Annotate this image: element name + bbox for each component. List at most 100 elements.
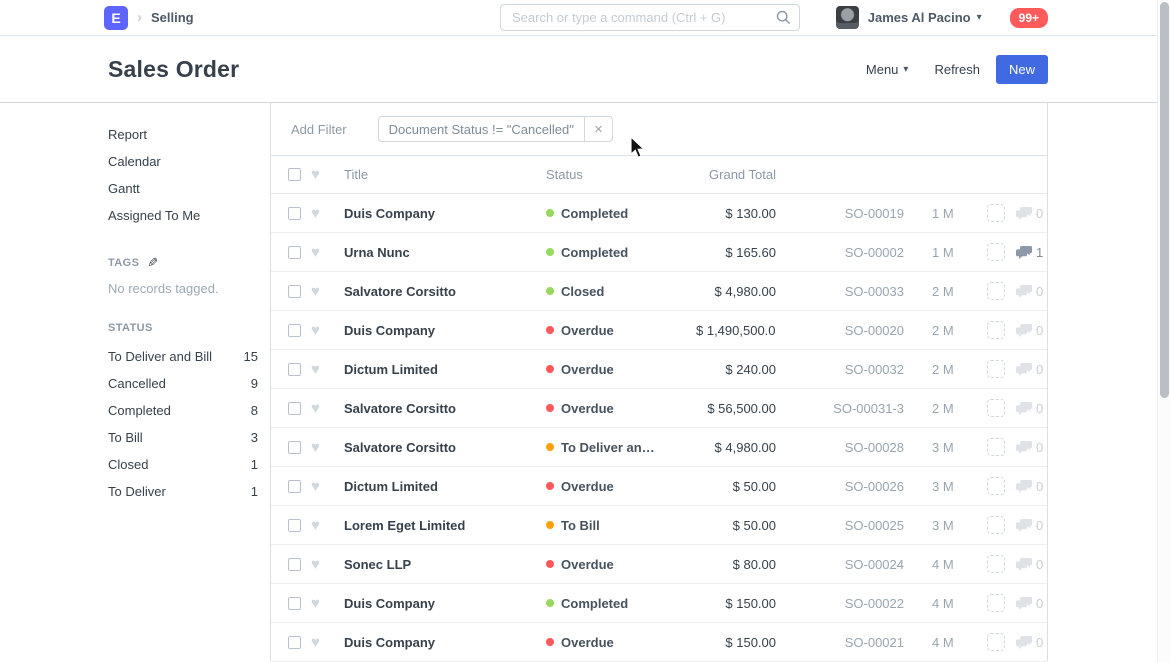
like-heart-icon[interactable]: ♥ [311,399,320,417]
assign-placeholder[interactable] [987,243,1005,261]
assign-placeholder[interactable] [987,594,1005,612]
row-document-id[interactable]: SO-00020 [844,322,904,338]
app-logo[interactable]: E [104,5,128,30]
status-filter-label[interactable]: Completed [108,403,171,418]
row-title[interactable]: Duis Company [344,595,436,611]
like-heart-icon[interactable]: ♥ [311,594,320,612]
row-checkbox[interactable] [288,479,301,493]
like-heart-icon[interactable]: ♥ [311,516,320,534]
assign-placeholder[interactable] [987,438,1005,456]
user-menu[interactable]: James Al Pacino [867,10,971,25]
row-document-id[interactable]: SO-00031-3 [833,400,904,416]
table-row[interactable]: ♥ Duis Company Completed $ 150.00 SO-000… [271,584,1047,623]
row-checkbox[interactable] [288,323,301,337]
menu-button[interactable]: Menu ▾ [866,62,909,77]
notifications-badge[interactable]: 99+ [1009,7,1048,28]
status-filter-item[interactable]: To Deliver 1 [108,478,270,505]
row-document-id[interactable]: SO-00028 [844,439,904,455]
search-icon[interactable] [776,10,791,25]
breadcrumb-selling[interactable]: Selling [151,10,194,25]
row-checkbox[interactable] [288,284,301,298]
row-checkbox[interactable] [288,401,301,415]
like-heart-icon[interactable]: ♥ [311,360,320,378]
row-document-id[interactable]: SO-00022 [844,595,904,611]
assign-placeholder[interactable] [987,321,1005,339]
table-row[interactable]: ♥ Dictum Limited Overdue $ 240.00 SO-000… [271,350,1047,389]
user-caret-down-icon[interactable]: ▾ [976,12,982,23]
row-document-id[interactable]: SO-00033 [844,283,904,299]
select-all-checkbox[interactable] [288,168,301,181]
row-title[interactable]: Duis Company [344,322,436,338]
table-row[interactable]: ♥ Duis Company Overdue $ 150.00 SO-00021… [271,623,1047,662]
row-title[interactable]: Salvatore Corsitto [344,400,456,416]
status-filter-label[interactable]: To Deliver and Bill [108,349,213,364]
like-heart-icon[interactable]: ♥ [311,477,320,495]
assign-placeholder[interactable] [987,555,1005,573]
row-document-id[interactable]: SO-00025 [844,517,904,533]
like-heart-icon[interactable]: ♥ [311,204,320,222]
table-row[interactable]: ♥ Dictum Limited Overdue $ 50.00 SO-0002… [271,467,1047,506]
row-title[interactable]: Duis Company [344,205,436,221]
row-document-id[interactable]: SO-00024 [844,556,904,572]
new-button[interactable]: New [995,54,1048,84]
assign-placeholder[interactable] [987,399,1005,417]
scrollbar-thumb[interactable] [1160,2,1169,398]
table-row[interactable]: ♥ Salvatore Corsitto Closed $ 4,980.00 S… [271,272,1047,311]
sidebar-view-link[interactable]: Assigned To Me [108,208,201,223]
row-checkbox[interactable] [288,635,301,649]
row-title[interactable]: Sonec LLP [344,556,412,572]
like-heart-icon[interactable]: ♥ [311,555,320,573]
row-title[interactable]: Duis Company [344,634,436,650]
status-filter-label[interactable]: Cancelled [108,376,166,391]
table-row[interactable]: ♥ Duis Company Completed $ 130.00 SO-000… [271,194,1047,233]
row-checkbox[interactable] [288,206,301,220]
row-checkbox[interactable] [288,557,301,571]
sidebar-view-link[interactable]: Gantt [108,181,140,196]
active-filter-chip[interactable]: Document Status != "Cancelled" ✕ [377,116,614,142]
row-checkbox[interactable] [288,596,301,610]
sidebar-view-link[interactable]: Report [108,127,148,142]
assign-placeholder[interactable] [987,204,1005,222]
table-row[interactable]: ♥ Urna Nunc Completed $ 165.60 SO-00002 … [271,233,1047,272]
edit-tags-icon[interactable]: ✎ [147,255,159,270]
row-document-id[interactable]: SO-00021 [844,634,904,650]
add-filter-button[interactable]: Add Filter [291,121,347,137]
table-row[interactable]: ♥ Sonec LLP Overdue $ 80.00 SO-00024 4 M [271,545,1047,584]
row-checkbox[interactable] [288,440,301,454]
assign-placeholder[interactable] [987,282,1005,300]
status-filter-item[interactable]: Closed 1 [108,451,270,478]
status-filter-item[interactable]: To Deliver and Bill 15 [108,343,270,370]
like-heart-icon[interactable]: ♥ [311,438,320,456]
like-heart-icon[interactable]: ♥ [311,282,320,300]
table-row[interactable]: ♥ Salvatore Corsitto To Deliver an… $ 4,… [271,428,1047,467]
assign-placeholder[interactable] [987,633,1005,651]
refresh-button[interactable]: Refresh [934,61,980,77]
row-checkbox[interactable] [288,518,301,532]
row-document-id[interactable]: SO-00002 [844,244,904,260]
user-avatar[interactable] [835,6,859,29]
status-filter-item[interactable]: Completed 8 [108,397,270,424]
row-document-id[interactable]: SO-00032 [844,361,904,377]
row-document-id[interactable]: SO-00026 [844,478,904,494]
row-title[interactable]: Salvatore Corsitto [344,439,456,455]
row-title[interactable]: Salvatore Corsitto [344,283,456,299]
search-input[interactable] [500,4,800,31]
status-filter-item[interactable]: To Bill 3 [108,424,270,451]
table-row[interactable]: ♥ Salvatore Corsitto Overdue $ 56,500.00… [271,389,1047,428]
like-filter-heart-icon[interactable]: ♥ [311,166,320,183]
row-title[interactable]: Urna Nunc [344,244,410,260]
assign-placeholder[interactable] [987,477,1005,495]
assign-placeholder[interactable] [987,516,1005,534]
status-filter-item[interactable]: Cancelled 9 [108,370,270,397]
sidebar-view-link[interactable]: Calendar [108,154,161,169]
scrollbar-track[interactable] [1157,0,1170,662]
row-title[interactable]: Dictum Limited [344,361,438,377]
status-filter-label[interactable]: To Deliver [108,484,166,499]
row-document-id[interactable]: SO-00019 [844,205,904,221]
row-checkbox[interactable] [288,362,301,376]
status-filter-label[interactable]: To Bill [108,430,143,445]
table-row[interactable]: ♥ Duis Company Overdue $ 1,490,500.00 SO… [271,311,1047,350]
row-checkbox[interactable] [288,245,301,259]
row-title[interactable]: Lorem Eget Limited [344,517,466,533]
like-heart-icon[interactable]: ♥ [311,633,320,651]
